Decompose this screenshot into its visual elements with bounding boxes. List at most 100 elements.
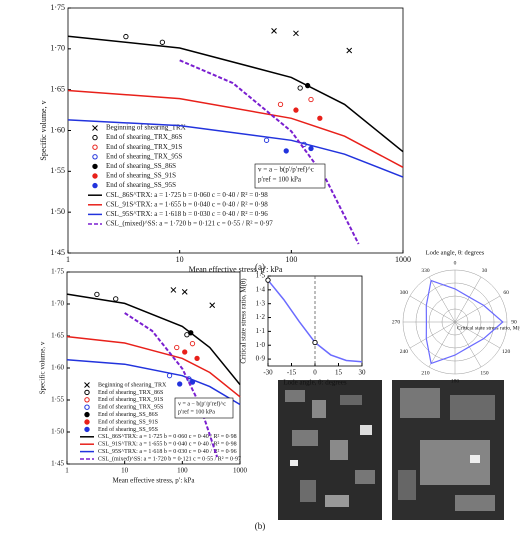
marker	[123, 33, 129, 40]
polar-spoke	[409, 321, 456, 349]
marker	[271, 28, 277, 34]
legend-label: End of shearing_SS_91S	[106, 172, 176, 180]
legend-label: End of shearing_TRX_95S	[98, 404, 163, 411]
x-tick-label: 100	[177, 467, 188, 475]
series-line	[66, 335, 241, 398]
y-axis-label: Critical state stress ratio, M(θ)	[240, 278, 248, 364]
marker	[170, 287, 177, 293]
series-line	[179, 59, 360, 245]
marker	[113, 296, 119, 302]
legend-swatch	[84, 411, 90, 418]
series-line	[67, 89, 404, 168]
x-tick-label: 1000	[395, 255, 411, 264]
x-tick-label: -15	[287, 369, 297, 377]
legend-swatch	[92, 163, 98, 170]
x-tick-label: 1	[65, 467, 69, 475]
theta-tick-label: 60	[503, 290, 509, 296]
marker	[181, 288, 188, 295]
y-axis-label: Specific volume, v	[39, 341, 47, 394]
series-line	[124, 312, 219, 458]
theta-tick-label: 0	[454, 260, 457, 266]
polar-spoke	[454, 276, 482, 323]
x-tick-label: -30	[263, 369, 273, 377]
equation-box	[254, 163, 326, 189]
polar-title: Lode angle, θ: degrees	[426, 249, 485, 256]
legend-swatch	[84, 397, 90, 403]
y-axis-label: Specific volume, v	[39, 100, 48, 160]
x-tick-label: 15	[335, 369, 343, 377]
x-tick-label: 30	[359, 369, 367, 377]
legend-label: End of shearing_SS_86S	[106, 162, 176, 170]
legend-label: End of shearing_SS_95S	[98, 426, 158, 433]
theta-tick-label: 150	[480, 370, 489, 376]
marker	[263, 137, 270, 143]
x-axis-label: Mean effective stress, p′: kPa	[189, 265, 283, 274]
y-tick-label: 1·55	[51, 396, 64, 404]
marker	[283, 148, 289, 154]
marker	[159, 39, 166, 45]
y-tick-label: 1·1	[256, 327, 266, 335]
marker	[297, 85, 303, 91]
legend-label: CSL_95S^TRX: a = 1·618 b = 0·030 c = 0·4…	[106, 210, 268, 218]
legend-swatch	[92, 134, 98, 141]
y-tick-label: 1·70	[50, 44, 65, 53]
marker	[194, 355, 200, 362]
x-axis-label: Lode angle, θ: degrees	[283, 379, 346, 387]
polar-spoke	[454, 321, 501, 349]
marker	[293, 107, 299, 113]
caption: (b)	[255, 521, 266, 531]
y-tick-label: 1·65	[51, 332, 64, 340]
series-line	[66, 358, 241, 406]
equation: v = a − b(p′/p′ref)^c	[258, 166, 314, 174]
polar-spoke	[428, 321, 456, 368]
x-tick-label: 100	[285, 255, 297, 264]
y-tick-label: 1·3	[256, 299, 266, 307]
y-tick-label: 1·2	[256, 313, 266, 321]
legend-swatch	[84, 426, 90, 433]
polar-spoke	[454, 321, 482, 368]
marker	[94, 291, 100, 298]
series-line	[67, 35, 404, 153]
legend-label: Beginning of shearing_TRX	[106, 124, 186, 132]
legend-swatch	[84, 389, 90, 396]
marker	[317, 115, 323, 121]
legend-label: End of shearing_TRX_86S	[106, 133, 182, 141]
y-tick-label: 1·60	[50, 125, 65, 134]
micrograph-right	[392, 380, 504, 520]
theta-tick-label: 270	[392, 319, 401, 325]
equation: v = a − b(p′/p′ref)^c	[178, 400, 226, 407]
legend-label: CSL_91S^TRX: a = 1·655 b = 0·040 c = 0·4…	[98, 442, 237, 448]
legend-label: End of shearing_TRX_91S	[98, 396, 163, 403]
y-tick-label: 0·9	[256, 355, 266, 363]
y-tick-label: 1·50	[50, 207, 65, 216]
caption: (a)	[255, 262, 265, 272]
marker	[308, 145, 314, 152]
legend-label: CSL_86S^TRX: a = 1·725 b = 0·060 c = 0·4…	[98, 434, 237, 440]
polar-spoke	[454, 295, 501, 323]
y-tick-label: 1·5	[256, 272, 266, 280]
legend-label: End of shearing_TRX_95S	[106, 152, 182, 160]
legend-label: End of shearing_SS_91S	[98, 418, 158, 425]
y-tick-label: 1·65	[50, 84, 65, 93]
theta-tick-label: 90	[511, 319, 517, 325]
y-tick-label: 1·4	[256, 285, 266, 293]
polar-line	[425, 279, 504, 365]
legend-label: End of shearing_TRX_86S	[98, 389, 163, 396]
legend-swatch	[84, 382, 90, 388]
x-tick-label: 1000	[233, 467, 248, 475]
legend-label: CSL_(mixed)^SS: a = 1·720 b = 0·121 c = …	[98, 455, 241, 462]
y-tick-label: 1·55	[50, 166, 65, 175]
legend-label: Beginning of shearing_TRX	[98, 381, 167, 388]
legend-label: End of shearing_SS_95S	[106, 181, 176, 189]
legend-swatch	[84, 404, 90, 410]
polar-spoke	[428, 276, 456, 323]
marker	[209, 302, 216, 309]
marker	[265, 277, 271, 283]
legend-label: End of shearing_TRX_91S	[106, 143, 182, 151]
theta-tick-label: 300	[400, 290, 409, 296]
r-axis-label: Critical state stress ratio, M(θ)	[457, 324, 520, 331]
marker	[177, 381, 183, 387]
series-line	[67, 119, 404, 178]
theta-tick-label: 180	[451, 378, 460, 384]
theta-tick-label: 330	[421, 268, 430, 274]
